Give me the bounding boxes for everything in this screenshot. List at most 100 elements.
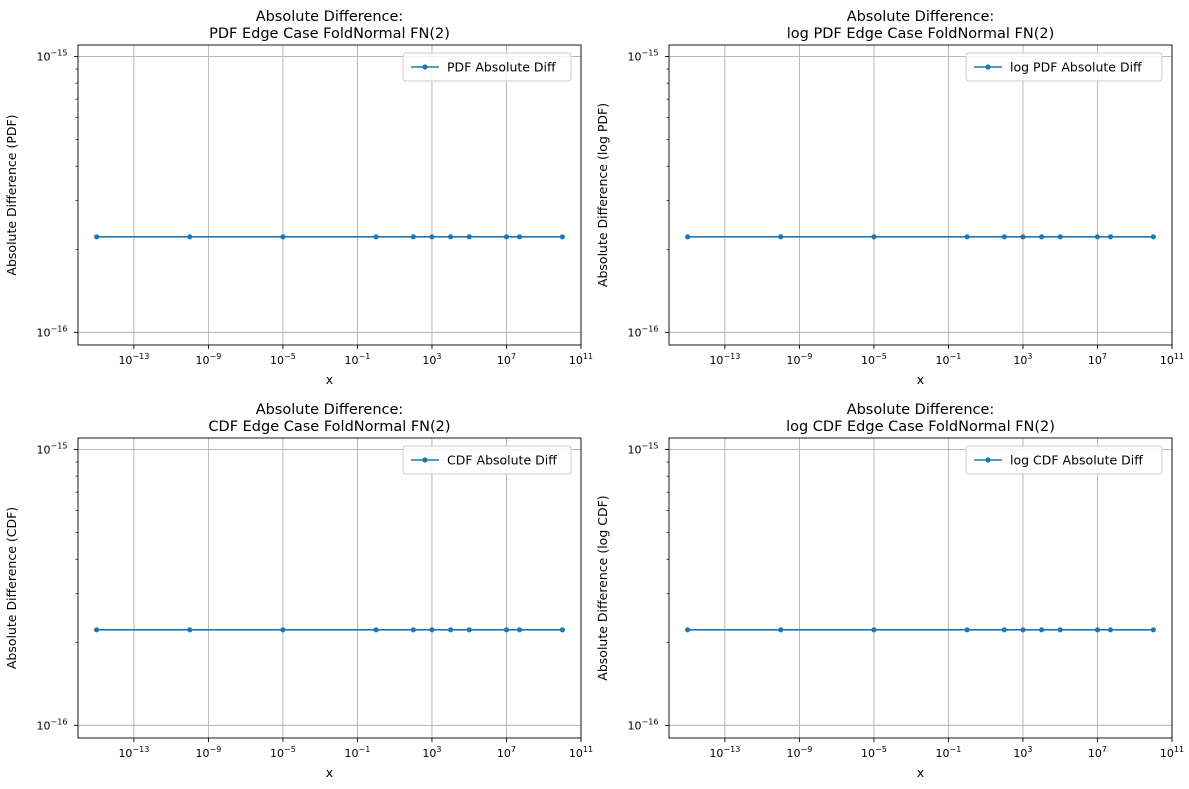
x-tick-exponent: −13 [723,745,740,754]
chart-panel-1: 10−13 10−9 10−5 10−1 103 107 101110−1510−16PDF… [4,9,593,387]
legend-label: log PDF Absolute Diff [1010,60,1142,75]
data-point [1020,627,1026,633]
y-tick-exponent: −16 [642,717,659,726]
data-point [373,234,379,240]
data-point [187,627,193,633]
data-point [1150,234,1156,240]
x-tick-exponent: −13 [132,745,149,754]
x-tick-exponent: 3 [436,745,441,754]
x-tick-base: 10 [861,354,875,367]
x-tick-label: 10−9 [787,352,813,367]
y-tick-base: 10 [37,50,51,63]
legend-marker-sample [422,457,428,463]
x-tick-label: 10−13 [709,352,740,367]
data-point [871,234,877,240]
data-point [429,627,435,633]
y-tick-base: 10 [628,719,642,732]
x-tick-exponent: −1 [359,352,371,361]
chart-title-line: Absolute Difference: [847,9,995,25]
data-point [373,627,379,633]
data-point [1094,234,1101,240]
data-point [1020,234,1026,240]
data-point [429,234,435,240]
x-tick-exponent: 3 [1027,745,1032,754]
x-tick-exponent: 3 [436,352,441,361]
x-tick-label: 10−1 [345,352,371,367]
x-tick-exponent: 11 [583,745,593,754]
legend-box [402,52,572,82]
x-tick-label: 10−9 [787,745,813,760]
y-tick-exponent: −15 [642,48,659,57]
y-tick-base: 10 [628,50,642,63]
x-tick-label: 10−1 [345,745,371,760]
x-tick-exponent: −1 [950,352,962,361]
legend-label: CDF Absolute Diff [447,453,557,468]
data-point [516,234,523,240]
y-tick-base: 10 [628,326,642,339]
x-tick-exponent: 11 [1174,745,1184,754]
x-tick-exponent: 3 [1027,352,1032,361]
chart-title-line: Absolute Difference: [256,9,404,25]
legend: log PDF Absolute Diff [965,52,1163,82]
x-tick-base: 10 [709,354,723,367]
chart-title: Absolute Difference: PDF Edge Case FoldNo… [209,9,450,42]
data-point [964,627,970,633]
y-tick-exponent: −15 [51,441,68,450]
x-tick-exponent: 11 [1174,352,1184,361]
chart-title: Absolute Difference: log PDF Edge Case Fo… [787,9,1055,42]
chart-title-line: Absolute Difference: [256,402,404,418]
x-tick-base: 10 [118,747,132,760]
x-tick-base: 10 [1160,354,1174,367]
y-axis-label: Absolute Difference (PDF) [4,114,19,275]
data-point [1038,234,1045,240]
x-tick-exponent: 7 [511,352,516,361]
chart-panel-3: 10−13 10−9 10−5 10−1 103 107 101110−1510−16CDF… [4,402,593,780]
data-point [94,627,100,633]
x-tick-label: 103 [1013,352,1032,367]
x-tick-exponent: −9 [210,745,222,754]
data-point [516,627,523,633]
x-axis-label: x [326,372,333,387]
legend-marker-sample [985,64,991,70]
chart-title-line: log PDF Edge Case FoldNormal FN(2) [787,26,1055,42]
y-tick-label: 10−16 [628,717,659,732]
data-point [559,234,565,240]
y-tick-label: 10−15 [628,441,659,456]
axes-frame [668,437,1173,739]
data-point [187,234,193,240]
y-tick-label: 10−15 [628,48,659,63]
x-axis-label: x [917,372,924,387]
legend-box [965,52,1163,82]
x-tick-exponent: 7 [1102,352,1107,361]
axes-frame [77,44,582,346]
data-point [1057,627,1063,633]
legend: PDF Absolute Diff [402,52,572,82]
data-point [447,234,454,240]
y-tick-label: 10−16 [37,324,68,339]
legend: log CDF Absolute Diff [965,445,1163,475]
y-tick-label: 10−15 [37,441,68,456]
data-point [685,234,691,240]
x-tick-base: 10 [1160,747,1174,760]
x-tick-base: 10 [709,747,723,760]
x-tick-label: 10−13 [118,745,149,760]
chart-title-line: CDF Edge Case FoldNormal FN(2) [208,419,450,435]
chart-title: Absolute Difference: log CDF Edge Case Fo… [786,402,1055,435]
x-tick-exponent: −9 [210,352,222,361]
x-tick-base: 10 [1013,747,1027,760]
y-axis-label: Absolute Difference (log PDF) [595,103,610,287]
axes-frame [668,44,1173,346]
x-tick-label: 1011 [1160,745,1184,760]
x-tick-exponent: −1 [950,745,962,754]
data-point [466,627,472,633]
x-tick-base: 10 [422,747,436,760]
x-tick-label: 103 [422,352,441,367]
data-point [685,627,691,633]
x-tick-base: 10 [497,747,511,760]
x-tick-base: 10 [345,354,359,367]
x-tick-label: 1011 [1160,352,1184,367]
x-tick-base: 10 [345,747,359,760]
x-tick-base: 10 [936,747,950,760]
x-tick-label: 107 [1088,352,1107,367]
x-tick-base: 10 [118,354,132,367]
